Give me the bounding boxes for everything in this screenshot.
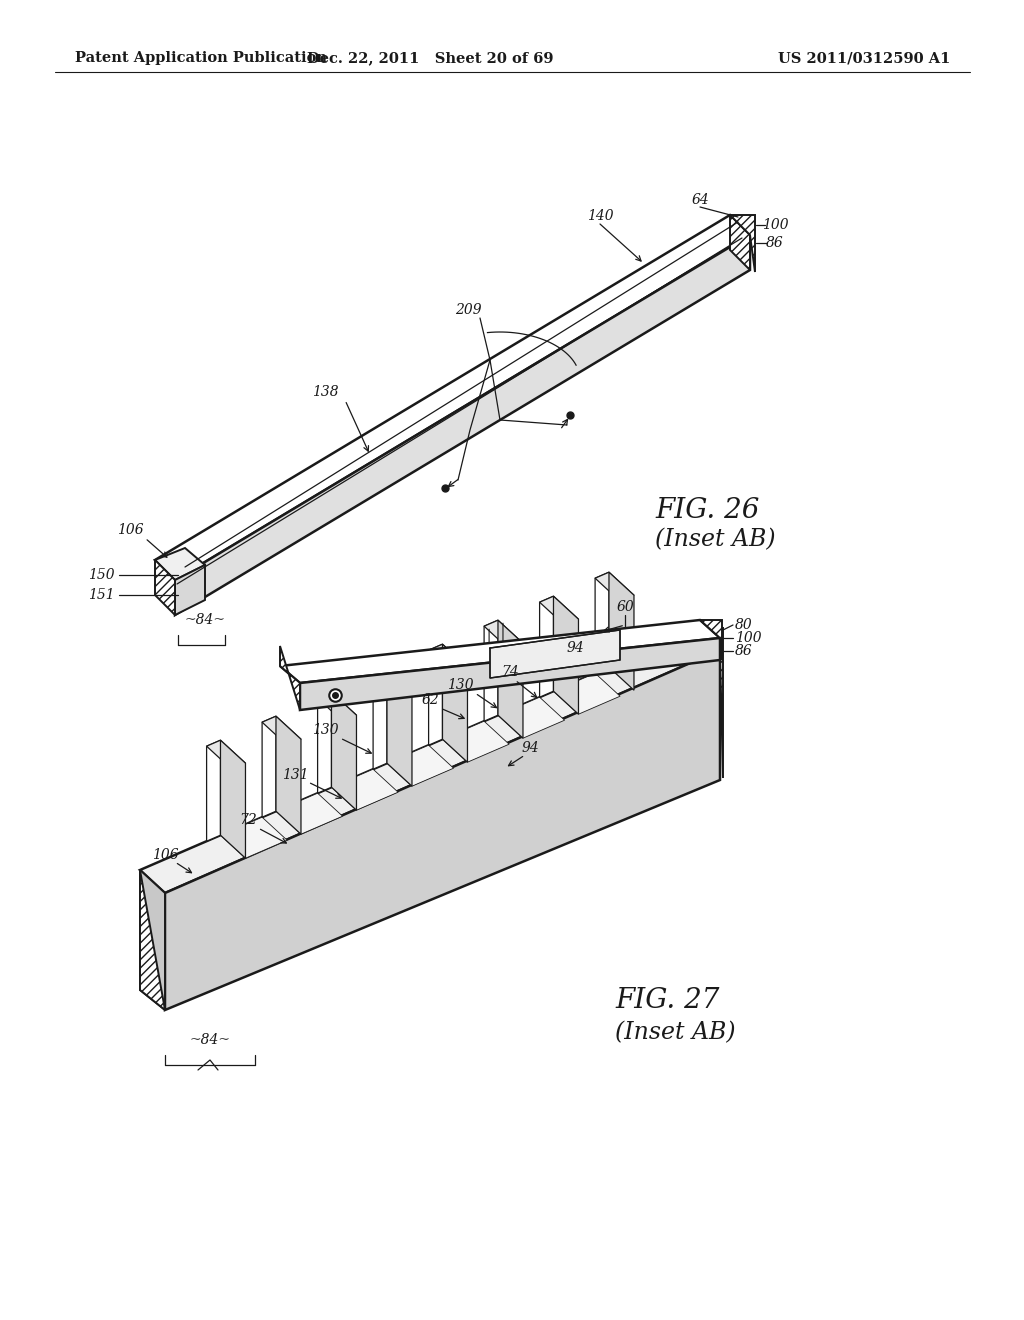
Text: 94: 94 — [521, 741, 539, 755]
Polygon shape — [332, 770, 398, 810]
Polygon shape — [220, 741, 246, 858]
Text: Dec. 22, 2011   Sheet 20 of 69: Dec. 22, 2011 Sheet 20 of 69 — [307, 51, 553, 65]
Polygon shape — [140, 870, 165, 1010]
Polygon shape — [262, 717, 301, 746]
Polygon shape — [155, 548, 205, 579]
Text: FIG. 27: FIG. 27 — [615, 986, 720, 1014]
Text: 72: 72 — [240, 813, 257, 828]
Polygon shape — [300, 638, 720, 710]
Polygon shape — [317, 692, 356, 721]
Text: 80: 80 — [735, 618, 753, 632]
Polygon shape — [700, 620, 722, 660]
Polygon shape — [498, 697, 564, 738]
Polygon shape — [695, 628, 723, 777]
Text: (Inset AB): (Inset AB) — [655, 528, 775, 552]
Polygon shape — [540, 597, 554, 697]
Text: 60: 60 — [616, 601, 634, 614]
Polygon shape — [155, 560, 175, 615]
Polygon shape — [155, 215, 750, 579]
Polygon shape — [730, 215, 755, 272]
Polygon shape — [165, 649, 720, 1010]
Polygon shape — [175, 565, 205, 615]
Polygon shape — [498, 620, 523, 738]
Text: 62: 62 — [421, 693, 439, 708]
Polygon shape — [554, 673, 621, 714]
Text: 140: 140 — [587, 209, 613, 223]
Polygon shape — [332, 692, 356, 810]
Polygon shape — [280, 620, 720, 682]
Text: 100: 100 — [735, 631, 762, 645]
Polygon shape — [207, 741, 220, 841]
Polygon shape — [484, 620, 523, 649]
Polygon shape — [387, 668, 412, 787]
Polygon shape — [540, 597, 579, 626]
Polygon shape — [442, 721, 509, 762]
Polygon shape — [429, 644, 442, 746]
Text: 130: 130 — [446, 678, 473, 692]
Text: (Inset AB): (Inset AB) — [615, 1022, 735, 1044]
Text: 209: 209 — [455, 304, 481, 317]
Text: 94: 94 — [566, 642, 584, 655]
Polygon shape — [429, 644, 468, 673]
Polygon shape — [317, 692, 332, 793]
Polygon shape — [442, 644, 468, 762]
Text: 86: 86 — [766, 236, 784, 249]
Text: ~84~: ~84~ — [184, 612, 225, 627]
Polygon shape — [280, 645, 300, 710]
Polygon shape — [595, 572, 609, 673]
Polygon shape — [207, 741, 246, 770]
Text: 64: 64 — [691, 193, 709, 207]
Polygon shape — [220, 817, 287, 858]
Polygon shape — [140, 630, 720, 894]
Text: 150: 150 — [88, 568, 115, 582]
Text: 86: 86 — [735, 644, 753, 657]
Text: 138: 138 — [311, 385, 338, 399]
Polygon shape — [387, 746, 454, 787]
Text: 131: 131 — [282, 768, 308, 781]
Polygon shape — [276, 717, 301, 834]
Polygon shape — [595, 572, 634, 601]
Polygon shape — [609, 572, 634, 690]
Polygon shape — [373, 668, 387, 770]
Text: ~84~: ~84~ — [189, 1034, 230, 1047]
Text: 151: 151 — [88, 587, 115, 602]
Polygon shape — [140, 870, 165, 1010]
Polygon shape — [373, 668, 412, 697]
Text: FIG. 26: FIG. 26 — [655, 496, 760, 524]
Polygon shape — [490, 630, 620, 678]
Text: 74: 74 — [501, 665, 519, 678]
Text: 106: 106 — [117, 523, 143, 537]
Text: 100: 100 — [762, 218, 788, 232]
Text: 130: 130 — [311, 723, 338, 737]
Polygon shape — [554, 597, 579, 714]
Polygon shape — [175, 235, 750, 615]
Text: Patent Application Publication: Patent Application Publication — [75, 51, 327, 65]
Text: 106: 106 — [152, 847, 178, 862]
Polygon shape — [262, 717, 276, 817]
Polygon shape — [730, 215, 750, 271]
Polygon shape — [484, 620, 498, 721]
Polygon shape — [276, 793, 343, 834]
Text: US 2011/0312590 A1: US 2011/0312590 A1 — [777, 51, 950, 65]
